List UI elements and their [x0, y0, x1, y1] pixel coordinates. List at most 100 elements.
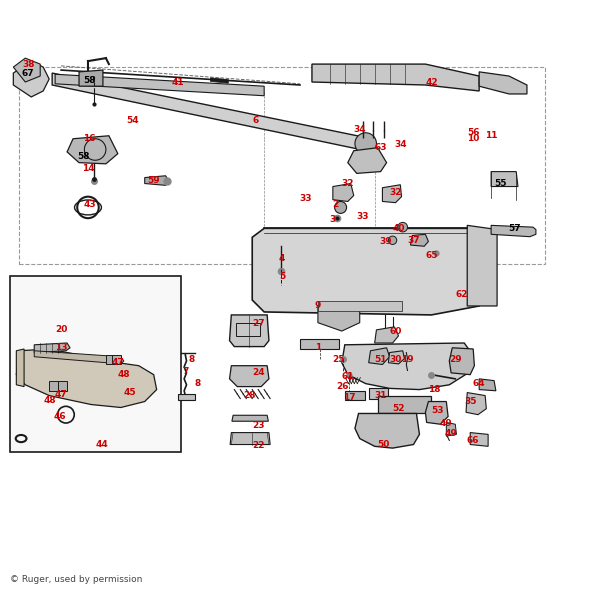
- Polygon shape: [13, 58, 40, 82]
- Text: 32: 32: [341, 179, 354, 188]
- Text: 63: 63: [374, 143, 387, 152]
- Text: 32: 32: [389, 188, 402, 197]
- Bar: [236, 323, 260, 336]
- Text: 20: 20: [55, 325, 67, 334]
- Text: 58: 58: [83, 76, 96, 85]
- Text: 41: 41: [171, 77, 184, 86]
- Polygon shape: [230, 433, 270, 445]
- Polygon shape: [16, 349, 24, 386]
- Text: 27: 27: [252, 319, 265, 328]
- Text: 4: 4: [279, 254, 285, 263]
- Text: 40: 40: [392, 224, 405, 233]
- Text: 53: 53: [431, 406, 443, 415]
- Polygon shape: [67, 136, 118, 164]
- Polygon shape: [479, 379, 496, 391]
- Text: 44: 44: [95, 440, 108, 449]
- Text: 10: 10: [467, 134, 479, 143]
- Polygon shape: [466, 392, 487, 415]
- Text: 50: 50: [377, 440, 390, 449]
- Text: 54: 54: [127, 116, 139, 125]
- Polygon shape: [300, 339, 339, 349]
- Text: 49: 49: [440, 419, 452, 428]
- Text: 29: 29: [449, 355, 461, 364]
- Polygon shape: [491, 172, 518, 187]
- Text: 3: 3: [330, 215, 336, 224]
- Text: 56: 56: [467, 128, 479, 137]
- Text: © Ruger, used by permission: © Ruger, used by permission: [10, 575, 143, 584]
- Text: 22: 22: [252, 440, 265, 449]
- Text: 8: 8: [194, 379, 200, 388]
- Polygon shape: [49, 380, 58, 391]
- Text: 31: 31: [374, 391, 387, 400]
- Text: 39: 39: [379, 237, 392, 246]
- Polygon shape: [410, 235, 428, 246]
- Text: 35: 35: [464, 397, 476, 406]
- Text: 47: 47: [55, 390, 67, 399]
- Polygon shape: [318, 306, 360, 331]
- Text: 45: 45: [124, 388, 136, 397]
- Polygon shape: [318, 301, 401, 311]
- Polygon shape: [230, 315, 269, 347]
- Polygon shape: [34, 343, 70, 353]
- Text: 65: 65: [425, 251, 437, 260]
- Polygon shape: [52, 73, 371, 152]
- Polygon shape: [79, 70, 103, 86]
- Polygon shape: [355, 413, 419, 448]
- Polygon shape: [252, 229, 479, 315]
- Text: 18: 18: [428, 385, 440, 394]
- Polygon shape: [16, 349, 157, 407]
- Text: 34: 34: [394, 140, 407, 149]
- Text: 47: 47: [112, 358, 124, 367]
- Polygon shape: [112, 355, 121, 364]
- Text: 52: 52: [392, 404, 405, 413]
- Polygon shape: [348, 148, 386, 173]
- Text: 46: 46: [53, 412, 66, 421]
- Text: 14: 14: [82, 164, 94, 173]
- Circle shape: [388, 236, 397, 244]
- Text: 49: 49: [445, 428, 457, 437]
- Polygon shape: [342, 343, 472, 389]
- Text: 7: 7: [182, 367, 188, 376]
- Text: 62: 62: [455, 290, 467, 299]
- Text: 11: 11: [485, 131, 497, 140]
- Text: 51: 51: [374, 355, 387, 364]
- Text: 64: 64: [473, 379, 485, 388]
- Polygon shape: [374, 327, 398, 343]
- Text: 23: 23: [252, 421, 265, 430]
- Text: 60: 60: [389, 326, 402, 335]
- Text: 61: 61: [341, 372, 354, 381]
- Text: 30: 30: [389, 355, 402, 364]
- Text: 28: 28: [243, 391, 256, 400]
- Polygon shape: [13, 61, 49, 97]
- Polygon shape: [388, 351, 404, 364]
- Text: 37: 37: [407, 236, 420, 245]
- Polygon shape: [368, 348, 389, 365]
- Text: 2: 2: [333, 200, 339, 209]
- Polygon shape: [58, 380, 67, 391]
- Polygon shape: [467, 226, 497, 306]
- Polygon shape: [491, 226, 536, 236]
- Text: 57: 57: [509, 224, 521, 233]
- Polygon shape: [333, 184, 354, 202]
- Text: 43: 43: [83, 200, 96, 209]
- Polygon shape: [470, 433, 488, 446]
- Polygon shape: [106, 355, 115, 364]
- Text: 66: 66: [467, 436, 479, 445]
- Text: 33: 33: [356, 212, 369, 221]
- Text: 19: 19: [401, 355, 414, 364]
- Polygon shape: [145, 176, 169, 185]
- Polygon shape: [230, 365, 269, 386]
- Text: 24: 24: [252, 368, 265, 377]
- Text: 48: 48: [44, 396, 56, 405]
- Polygon shape: [178, 394, 196, 400]
- Polygon shape: [382, 185, 401, 203]
- Text: 38: 38: [22, 59, 35, 68]
- Polygon shape: [34, 351, 124, 364]
- Text: 6: 6: [252, 116, 259, 125]
- Circle shape: [398, 223, 407, 232]
- Polygon shape: [368, 388, 388, 398]
- Text: 48: 48: [118, 370, 130, 379]
- Polygon shape: [312, 64, 479, 91]
- Text: 59: 59: [148, 176, 160, 185]
- Polygon shape: [425, 401, 448, 424]
